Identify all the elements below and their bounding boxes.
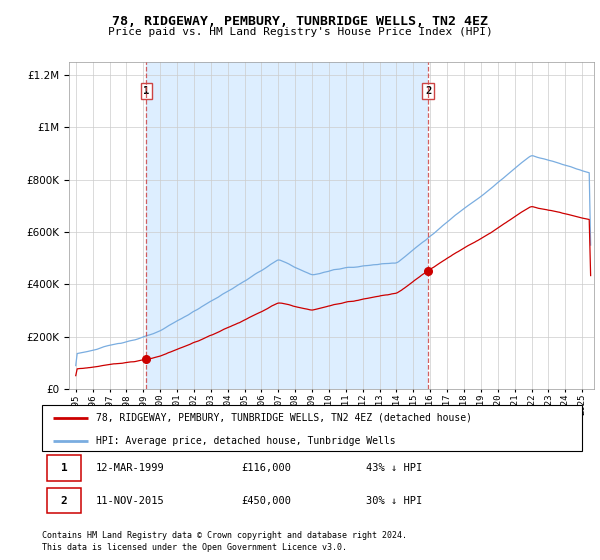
Text: £116,000: £116,000 bbox=[242, 463, 292, 473]
Text: 2: 2 bbox=[61, 496, 68, 506]
Text: Price paid vs. HM Land Registry's House Price Index (HPI): Price paid vs. HM Land Registry's House … bbox=[107, 27, 493, 37]
Text: 11-NOV-2015: 11-NOV-2015 bbox=[96, 496, 165, 506]
Text: HPI: Average price, detached house, Tunbridge Wells: HPI: Average price, detached house, Tunb… bbox=[96, 436, 395, 446]
Text: 1: 1 bbox=[61, 463, 68, 473]
Bar bbox=[146, 62, 428, 389]
Text: 30% ↓ HPI: 30% ↓ HPI bbox=[366, 496, 422, 506]
Text: 1: 1 bbox=[143, 86, 149, 96]
FancyBboxPatch shape bbox=[42, 405, 582, 451]
Text: This data is licensed under the Open Government Licence v3.0.: This data is licensed under the Open Gov… bbox=[42, 543, 347, 552]
Text: £450,000: £450,000 bbox=[242, 496, 292, 506]
Text: Contains HM Land Registry data © Crown copyright and database right 2024.: Contains HM Land Registry data © Crown c… bbox=[42, 531, 407, 540]
FancyBboxPatch shape bbox=[47, 455, 81, 481]
Text: 12-MAR-1999: 12-MAR-1999 bbox=[96, 463, 165, 473]
Text: 78, RIDGEWAY, PEMBURY, TUNBRIDGE WELLS, TN2 4EZ: 78, RIDGEWAY, PEMBURY, TUNBRIDGE WELLS, … bbox=[112, 15, 488, 27]
Text: 2: 2 bbox=[425, 86, 431, 96]
FancyBboxPatch shape bbox=[47, 488, 81, 514]
Text: 43% ↓ HPI: 43% ↓ HPI bbox=[366, 463, 422, 473]
Text: 78, RIDGEWAY, PEMBURY, TUNBRIDGE WELLS, TN2 4EZ (detached house): 78, RIDGEWAY, PEMBURY, TUNBRIDGE WELLS, … bbox=[96, 413, 472, 423]
